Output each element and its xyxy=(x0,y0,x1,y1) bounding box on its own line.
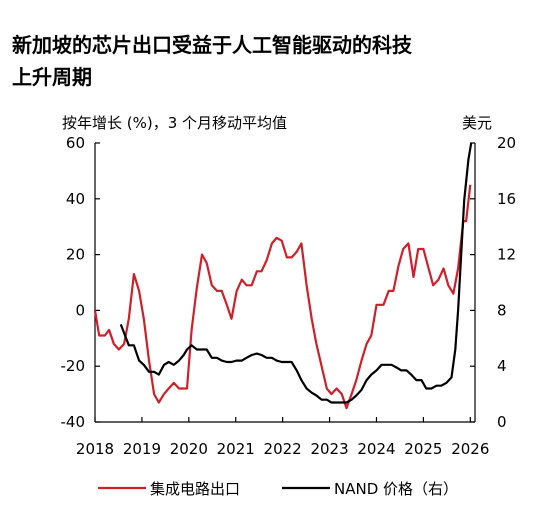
y2-tick-label: 16 xyxy=(497,190,516,208)
x-tick-label: 2018 xyxy=(76,440,114,458)
y2-axis-label: 美元 xyxy=(462,114,492,132)
y-tick-label: 20 xyxy=(66,246,85,264)
y-tick-label: 60 xyxy=(66,134,85,152)
legend-label: 集成电路出口 xyxy=(150,480,240,498)
x-tick-label: 2020 xyxy=(170,440,208,458)
y-tick-label: 40 xyxy=(66,190,85,208)
x-tick-label: 2025 xyxy=(404,440,442,458)
x-tick-label: 2022 xyxy=(264,440,302,458)
x-tick-label: 2026 xyxy=(451,440,489,458)
y-tick-label: -40 xyxy=(61,413,86,431)
x-tick-label: 2024 xyxy=(357,440,395,458)
x-tick-label: 2021 xyxy=(217,440,255,458)
legend-label: NAND 价格（右） xyxy=(334,480,458,498)
y2-tick-label: 0 xyxy=(497,413,507,431)
y2-tick-label: 4 xyxy=(497,357,507,375)
y2-tick-label: 8 xyxy=(497,301,507,319)
chart-title: 上升周期 xyxy=(12,65,92,89)
y-axis-label: 按年增长 (%)，3 个月移动平均值 xyxy=(62,114,287,132)
chart-title: 新加坡的芯片出口受益于人工智能驱动的科技 xyxy=(12,33,413,57)
y2-tick-label: 12 xyxy=(497,246,516,264)
x-tick-label: 2019 xyxy=(123,440,161,458)
y2-tick-label: 20 xyxy=(497,134,516,152)
y-tick-label: 0 xyxy=(75,301,85,319)
series-line xyxy=(93,184,472,410)
x-tick-label: 2023 xyxy=(310,440,348,458)
series-line xyxy=(119,142,473,404)
y-tick-label: -20 xyxy=(61,357,86,375)
